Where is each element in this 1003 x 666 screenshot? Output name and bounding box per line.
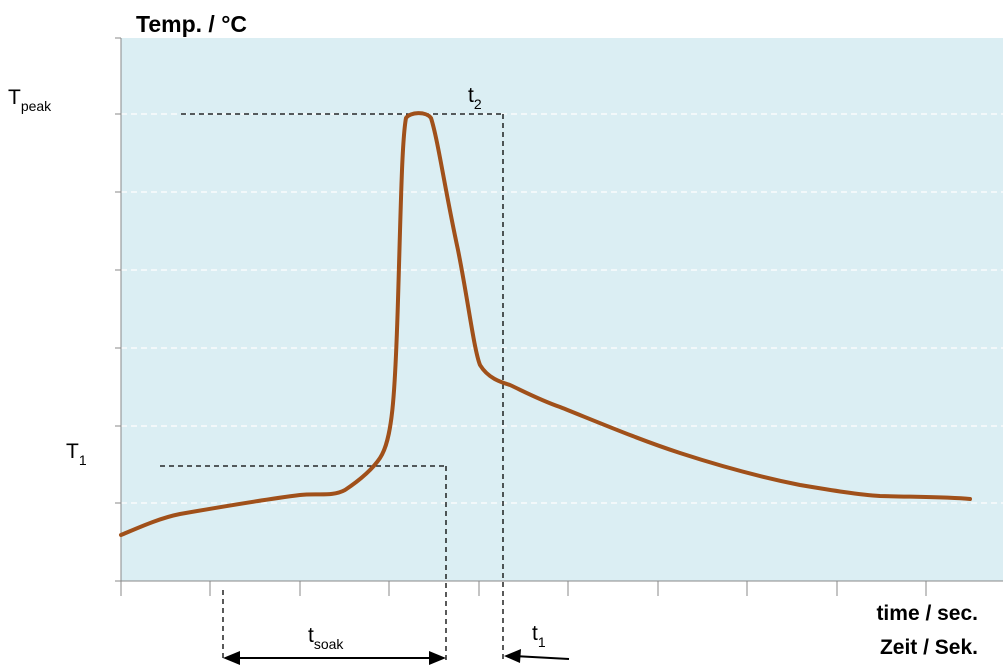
t1-time-sub: 1 bbox=[538, 634, 546, 650]
marker-lines bbox=[160, 113, 504, 662]
t1-temp-label: T1 bbox=[66, 440, 87, 468]
t-soak-arrow bbox=[223, 651, 446, 665]
y-ticks bbox=[115, 37, 121, 582]
t1-time-main: t bbox=[532, 622, 538, 645]
t-peak-main: T bbox=[8, 86, 21, 109]
t-soak-main: t bbox=[308, 624, 314, 647]
t2-label: t2 bbox=[468, 84, 482, 112]
t-peak-sub: peak bbox=[21, 98, 52, 114]
t-soak-label: tsoak bbox=[308, 624, 344, 652]
t1-arrow-line bbox=[513, 655, 570, 660]
t1-arrowhead bbox=[504, 649, 521, 663]
t1-time-label: t1 bbox=[532, 622, 546, 650]
axes bbox=[120, 38, 1003, 582]
t-soak-arrowhead-right bbox=[429, 651, 446, 665]
y-axis-title: Temp. / °C bbox=[136, 11, 247, 37]
t-soak-arrowhead-left bbox=[223, 651, 240, 665]
x-axis-label-en: time / sec. bbox=[876, 602, 978, 625]
temperature-curve bbox=[119, 111, 972, 537]
t-soak-sub: soak bbox=[314, 636, 345, 652]
grid-lines bbox=[121, 113, 1003, 504]
x-axis-label-de: Zeit / Sek. bbox=[880, 636, 978, 659]
t1-temp-main: T bbox=[66, 440, 79, 463]
t-peak-label: Tpeak bbox=[8, 86, 52, 114]
plot-area bbox=[121, 38, 1003, 581]
t1-arrow bbox=[504, 649, 570, 663]
t2-main: t bbox=[468, 84, 474, 107]
t2-sub: 2 bbox=[474, 96, 482, 112]
t1-temp-sub: 1 bbox=[79, 452, 87, 468]
x-ticks bbox=[120, 581, 927, 596]
